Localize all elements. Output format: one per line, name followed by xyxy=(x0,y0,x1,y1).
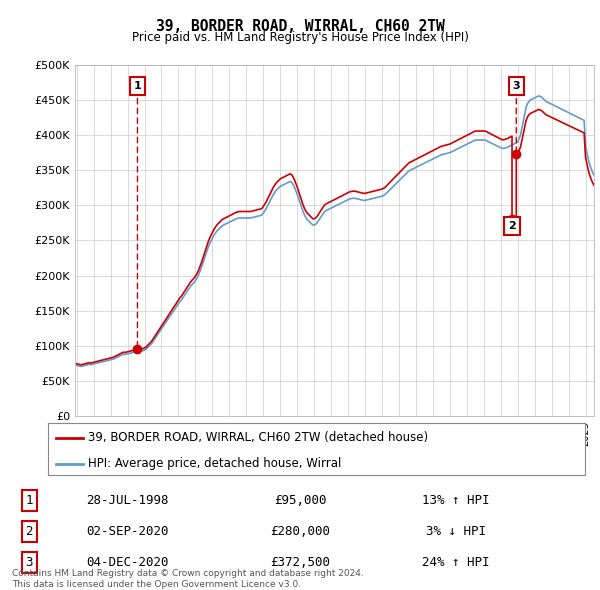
Text: 3% ↓ HPI: 3% ↓ HPI xyxy=(425,525,485,538)
Text: 13% ↑ HPI: 13% ↑ HPI xyxy=(422,494,489,507)
Text: 39, BORDER ROAD, WIRRAL, CH60 2TW (detached house): 39, BORDER ROAD, WIRRAL, CH60 2TW (detac… xyxy=(88,431,428,444)
Text: 1: 1 xyxy=(134,81,142,346)
Text: £280,000: £280,000 xyxy=(270,525,330,538)
Text: 2: 2 xyxy=(508,221,516,231)
Text: HPI: Average price, detached house, Wirral: HPI: Average price, detached house, Wirr… xyxy=(88,457,341,470)
Text: 3: 3 xyxy=(26,556,33,569)
Text: Price paid vs. HM Land Registry's House Price Index (HPI): Price paid vs. HM Land Registry's House … xyxy=(131,31,469,44)
Text: 2: 2 xyxy=(26,525,33,538)
Text: 39, BORDER ROAD, WIRRAL, CH60 2TW: 39, BORDER ROAD, WIRRAL, CH60 2TW xyxy=(155,19,445,34)
Text: 24% ↑ HPI: 24% ↑ HPI xyxy=(422,556,489,569)
Text: £95,000: £95,000 xyxy=(274,494,326,507)
Text: £372,500: £372,500 xyxy=(270,556,330,569)
Text: 3: 3 xyxy=(512,81,520,152)
Text: 04-DEC-2020: 04-DEC-2020 xyxy=(86,556,169,569)
Text: 02-SEP-2020: 02-SEP-2020 xyxy=(86,525,169,538)
Text: 1: 1 xyxy=(26,494,33,507)
Text: 28-JUL-1998: 28-JUL-1998 xyxy=(86,494,169,507)
Text: Contains HM Land Registry data © Crown copyright and database right 2024.
This d: Contains HM Land Registry data © Crown c… xyxy=(12,569,364,589)
